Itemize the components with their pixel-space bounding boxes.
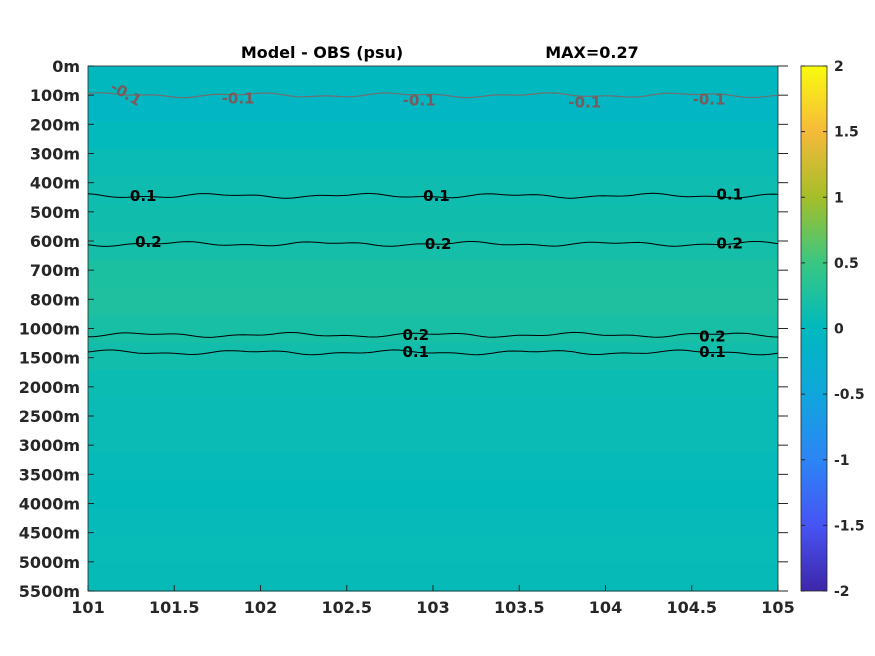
contour-label: -0.1 bbox=[693, 91, 726, 109]
colorbar-tick-label: 0.5 bbox=[834, 256, 859, 272]
contours bbox=[87, 92, 779, 356]
colorbar-tick-label: -1 bbox=[834, 453, 850, 469]
x-tick-label: 105 bbox=[761, 598, 794, 617]
field-band bbox=[88, 287, 778, 316]
contour-label: -0.1 bbox=[222, 90, 255, 108]
contour-label: 0.2 bbox=[402, 326, 429, 344]
colorbar-tick-label: 1 bbox=[834, 190, 844, 206]
x-tick-label: 104 bbox=[589, 598, 622, 617]
y-axis: 0m 100m 200m 300m 400m 500m 600m 700m 800m 1000m 1… bbox=[19, 57, 788, 601]
field-band bbox=[88, 259, 778, 288]
field-band bbox=[88, 397, 778, 426]
contour-label: 0.2 bbox=[425, 235, 452, 253]
contour-label: 0.2 bbox=[716, 234, 743, 252]
y-tick-label: 2000m bbox=[19, 378, 80, 397]
y-tick-label: 4500m bbox=[19, 524, 80, 543]
y-tick-label: 200m bbox=[30, 115, 80, 134]
contour-label: 0.2 bbox=[135, 233, 162, 251]
field-band bbox=[88, 93, 778, 122]
x-tick-label: 101 bbox=[71, 598, 104, 617]
y-tick-label: 100m bbox=[30, 86, 80, 105]
x-tick-label: 104.5 bbox=[666, 598, 717, 617]
field-band bbox=[88, 121, 778, 150]
colorbar-tick-label: 2 bbox=[834, 59, 844, 75]
colorbar-tick-label: -0.5 bbox=[834, 387, 865, 403]
x-tick-label: 102.5 bbox=[321, 598, 372, 617]
contour-label: 0.1 bbox=[423, 187, 450, 205]
y-tick-label: 300m bbox=[30, 145, 80, 164]
colorbar-tick-label: 0 bbox=[834, 322, 844, 338]
y-tick-label: 600m bbox=[30, 232, 80, 251]
y-tick-label: 400m bbox=[30, 174, 80, 193]
field-band bbox=[88, 452, 778, 482]
y-tick-label: 3500m bbox=[19, 465, 80, 484]
y-tick-label: 5500m bbox=[19, 582, 80, 601]
field-band bbox=[88, 231, 778, 261]
x-tick-label: 102 bbox=[244, 598, 277, 617]
field-band bbox=[88, 535, 778, 564]
field-band bbox=[88, 425, 778, 454]
contour-label: -0.1 bbox=[568, 93, 601, 111]
colorbar: 2 1.5 1 0.5 0 -0.5 -1 -1.5 -2 bbox=[800, 59, 865, 600]
y-tick-label: 1000m bbox=[19, 320, 80, 339]
colorbar-tick-label: -2 bbox=[834, 584, 850, 600]
field-band bbox=[88, 480, 778, 509]
y-tick-label: 1500m bbox=[19, 349, 80, 368]
contour-line bbox=[88, 331, 779, 338]
y-tick-label: 0m bbox=[52, 57, 80, 76]
y-tick-label: 5000m bbox=[19, 553, 80, 572]
field-band bbox=[88, 148, 778, 178]
contour-label: -0.1 bbox=[403, 91, 436, 109]
contour-label: 0.1 bbox=[716, 185, 743, 203]
contour-line bbox=[87, 349, 779, 356]
field-band bbox=[88, 176, 778, 205]
field-band bbox=[88, 369, 778, 399]
y-tick-label: 3000m bbox=[19, 436, 80, 455]
contour-line bbox=[87, 92, 779, 99]
field-band bbox=[88, 508, 778, 537]
colorbar-tick-label: 1.5 bbox=[834, 125, 859, 141]
contour-line bbox=[87, 241, 779, 247]
chart-subtitle: MAX=0.27 bbox=[545, 43, 639, 62]
y-tick-label: 700m bbox=[30, 261, 80, 280]
x-tick-label: 101.5 bbox=[149, 598, 200, 617]
field-band bbox=[88, 66, 778, 95]
field-band bbox=[88, 342, 778, 371]
contour-label: 0.1 bbox=[402, 343, 429, 361]
contour-line bbox=[87, 192, 779, 199]
y-tick-label: 800m bbox=[30, 290, 80, 309]
y-tick-label: 500m bbox=[30, 203, 80, 222]
field-band bbox=[88, 204, 778, 233]
y-tick-label: 2500m bbox=[19, 407, 80, 426]
x-tick-label: 103.5 bbox=[494, 598, 545, 617]
field-band bbox=[88, 314, 778, 343]
colorbar-tick-label: -1.5 bbox=[834, 518, 865, 534]
y-tick-label: 4000m bbox=[19, 495, 80, 514]
x-axis: 101 101.5 102 102.5 103 103.5 104 104.5 105 bbox=[71, 585, 795, 617]
x-tick-label: 103 bbox=[416, 598, 449, 617]
contour-label: 0.1 bbox=[130, 187, 157, 205]
contour-label: 0.1 bbox=[699, 343, 726, 361]
plot-area bbox=[87, 65, 779, 592]
chart-title: Model - OBS (psu) bbox=[241, 43, 403, 62]
contour-label: 0.2 bbox=[699, 327, 726, 345]
